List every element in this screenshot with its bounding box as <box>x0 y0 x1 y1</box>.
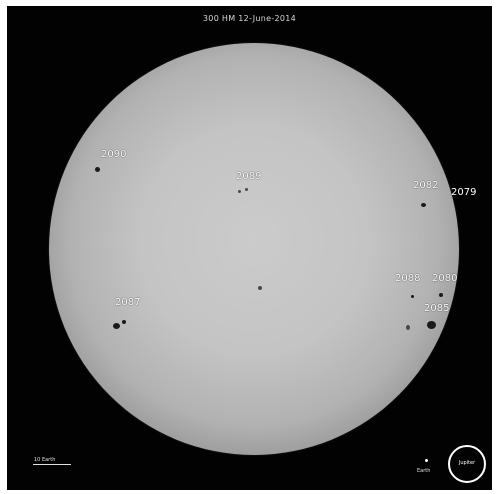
region-label-2085: 2085 <box>424 303 450 314</box>
earth-size-dot <box>425 459 428 462</box>
region-label-2080: 2080 <box>432 273 458 284</box>
solar-image-frame: 300 HM 12-June-2014 2090 2089 2082 2079 … <box>7 6 492 490</box>
sunspot-center <box>258 286 262 290</box>
sunspot-2087b <box>122 320 126 324</box>
sun-disk <box>49 43 459 455</box>
region-label-2088: 2088 <box>395 273 421 284</box>
scale-label: 10 Earth <box>34 457 56 463</box>
sunspot-2090 <box>95 167 100 172</box>
region-label-2087: 2087 <box>115 297 141 308</box>
image-title: 300 HM 12-June-2014 <box>202 14 297 23</box>
sunspot-2089b <box>245 188 248 191</box>
earth-label: Earth <box>417 468 431 474</box>
scale-bar <box>33 464 71 465</box>
jupiter-label: Jupiter <box>458 460 476 466</box>
region-label-2079: 2079 <box>451 187 477 198</box>
sunspot-2088 <box>411 295 414 298</box>
sunspot-2089 <box>238 190 241 193</box>
sunspot-2085 <box>427 321 436 329</box>
region-label-2089: 2089 <box>236 171 262 182</box>
jupiter-size-circle <box>448 445 486 483</box>
sunspot-2087 <box>113 323 120 329</box>
region-label-2090: 2090 <box>101 149 127 160</box>
region-label-2082: 2082 <box>413 180 439 191</box>
sunspot-2085b <box>406 325 410 330</box>
sunspot-2082 <box>421 203 426 207</box>
sunspot-2080 <box>439 293 443 297</box>
